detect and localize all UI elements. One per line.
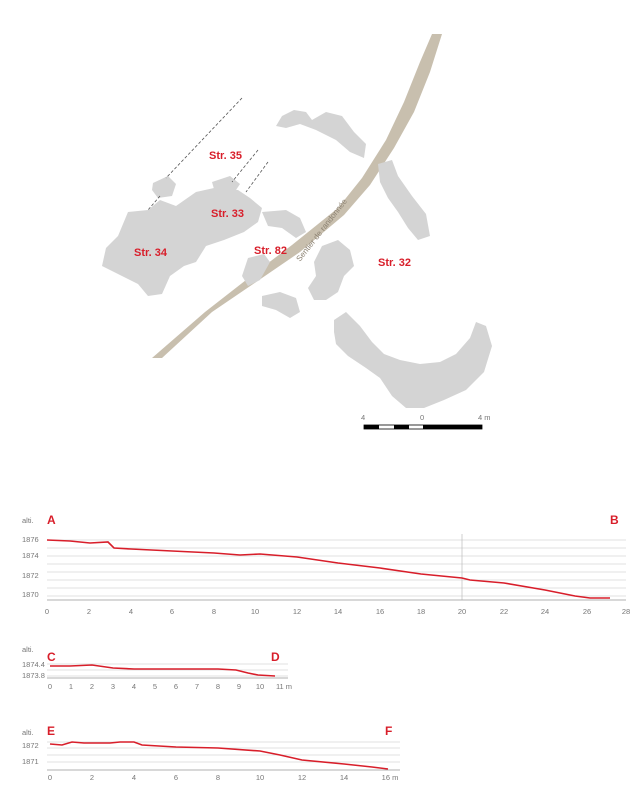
- profile-e-f: alti. E F 1872 1871 0 2 4 6 8 10 12 14 1…: [22, 724, 400, 782]
- profile-e-f-x-14: 14: [340, 773, 348, 782]
- profile-c-d-end-point: D: [271, 650, 280, 664]
- structure-82-outline-b: [262, 292, 300, 318]
- profile-e-f-end-point: F: [385, 724, 392, 738]
- profile-c-d-y-1873-8: 1873.8: [22, 671, 45, 680]
- profile-c-d-x-5: 5: [153, 682, 157, 691]
- label-str-33: Str. 33: [211, 208, 244, 220]
- profile-c-d-x-8: 8: [216, 682, 220, 691]
- profile-a-b-x-12: 12: [293, 607, 301, 616]
- structure-33-34-outline: [102, 188, 262, 296]
- profile-c-d-x-2: 2: [90, 682, 94, 691]
- profile-e-f-y-1872: 1872: [22, 741, 39, 750]
- profile-a-b-line: [46, 539, 610, 599]
- profile-a-b-x-18: 18: [417, 607, 425, 616]
- structure-35-dashed-lines: [147, 97, 269, 211]
- profile-e-f-y-1871: 1871: [22, 757, 39, 766]
- profile-e-f-x-2: 2: [90, 773, 94, 782]
- profile-c-d-start-point: C: [47, 650, 56, 664]
- structure-32-outline: [308, 240, 354, 300]
- site-plan: Sentier de randonnée Str. 35 Str. 33 Str…: [102, 34, 492, 430]
- profile-a-b-y-1872: 1872: [22, 571, 39, 580]
- profile-e-f-x-8: 8: [216, 773, 220, 782]
- profile-c-d-x-4: 4: [132, 682, 136, 691]
- profile-a-b-x-10: 10: [251, 607, 259, 616]
- profile-a-b-x-0: 0: [45, 607, 49, 616]
- profile-c-d-y-1874-4: 1874.4: [22, 660, 45, 669]
- profile-a-b-axis-label: alti.: [22, 516, 34, 525]
- profile-a-b-x-2: 2: [87, 607, 91, 616]
- structure-upper-fragment: [276, 110, 366, 158]
- profile-c-d-x-0: 0: [48, 682, 52, 691]
- profile-c-d-axis-label: alti.: [22, 645, 34, 654]
- profile-a-b-y-1870: 1870: [22, 590, 39, 599]
- profile-a-b-y-1874: 1874: [22, 551, 39, 560]
- label-str-32: Str. 32: [378, 257, 411, 269]
- label-str-35: Str. 35: [209, 150, 242, 162]
- label-str-34: Str. 34: [134, 247, 168, 259]
- profile-c-d-x-6: 6: [174, 682, 178, 691]
- profile-c-d-x-7: 7: [195, 682, 199, 691]
- profile-a-b-x-24: 24: [541, 607, 549, 616]
- profile-a-b-x-8: 8: [212, 607, 216, 616]
- profile-e-f-x-6: 6: [174, 773, 178, 782]
- profile-a-b-x-14: 14: [334, 607, 342, 616]
- structure-east-fragment: [378, 160, 430, 240]
- structure-35-outline: [152, 176, 176, 198]
- profile-e-f-line: [49, 741, 389, 770]
- profile-c-d-x-1: 1: [69, 682, 73, 691]
- profile-e-f-start-point: E: [47, 724, 55, 738]
- profile-a-b-y-1876: 1876: [22, 535, 39, 544]
- profile-a-b: alti. A B 1876 1874 1872 1870 0 2 4 6 8 …: [22, 513, 630, 616]
- profile-e-f-x-10: 10: [256, 773, 264, 782]
- profile-a-b-x-20: 20: [458, 607, 466, 616]
- structure-south-outline: [334, 312, 492, 408]
- scale-label-right: 4 m: [478, 413, 491, 422]
- profile-e-f-x-0: 0: [48, 773, 52, 782]
- profile-a-b-end-point: B: [610, 513, 619, 527]
- profile-e-f-axis-label: alti.: [22, 728, 34, 737]
- label-str-82: Str. 82: [254, 245, 287, 257]
- profile-e-f-x-16: 16 m: [382, 773, 399, 782]
- profile-c-d: alti. C D 1874.4 1873.8 0 1 2 3 4 5 6 7 …: [22, 645, 292, 691]
- profile-c-d-x-9: 9: [237, 682, 241, 691]
- profile-a-b-x-6: 6: [170, 607, 174, 616]
- profile-c-d-x-11: 11 m: [276, 682, 292, 691]
- profile-a-b-x-16: 16: [376, 607, 384, 616]
- profile-c-d-x-10: 10: [256, 682, 264, 691]
- scale-bar: 4 0 4 m: [361, 413, 491, 430]
- profile-c-d-line: [50, 664, 276, 677]
- structure-82-outline: [242, 254, 270, 286]
- profile-e-f-x-4: 4: [132, 773, 136, 782]
- scale-label-center: 0: [420, 413, 424, 422]
- profile-a-b-x-26: 26: [583, 607, 591, 616]
- structure-33-annex: [262, 210, 306, 238]
- scale-label-left: 4: [361, 413, 365, 422]
- profile-a-b-x-22: 22: [500, 607, 508, 616]
- profile-a-b-start-point: A: [47, 513, 56, 527]
- profile-c-d-x-3: 3: [111, 682, 115, 691]
- profile-e-f-x-12: 12: [298, 773, 306, 782]
- profile-a-b-x-4: 4: [129, 607, 133, 616]
- profile-a-b-x-28: 28: [622, 607, 630, 616]
